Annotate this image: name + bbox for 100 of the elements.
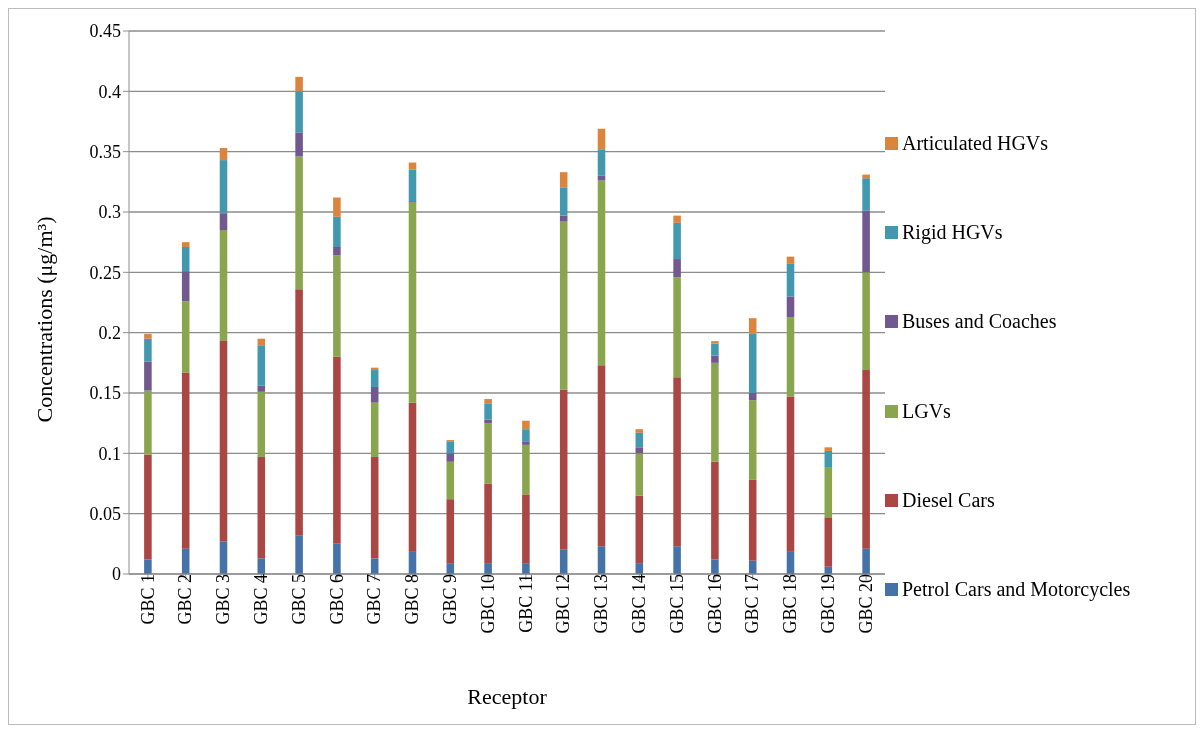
bar	[522, 494, 530, 564]
bar	[484, 563, 492, 574]
bar	[181, 372, 190, 549]
bar	[333, 216, 341, 247]
bar	[862, 548, 870, 574]
bar	[786, 263, 795, 297]
legend-label: Articulated HGVs	[902, 131, 1049, 155]
bar	[711, 461, 719, 560]
bar	[446, 453, 455, 462]
bar	[522, 429, 530, 442]
bar	[484, 483, 492, 564]
bar	[181, 271, 190, 302]
bar	[559, 172, 568, 188]
bar	[673, 222, 681, 260]
bar	[408, 169, 417, 202]
bar	[635, 432, 644, 448]
bar	[862, 178, 870, 211]
x-tick-label: GBC 12	[553, 574, 574, 634]
bar	[711, 355, 719, 363]
bar	[824, 450, 833, 468]
bar	[370, 402, 379, 457]
x-tick-label: GBC 2	[175, 574, 196, 625]
x-tick-label: GBC 15	[666, 574, 687, 634]
bar	[370, 370, 379, 387]
bar	[295, 535, 303, 574]
y-tick-label: 0.05	[89, 504, 121, 525]
bar	[144, 390, 152, 455]
bar	[597, 128, 606, 150]
legend-label: Diesel Cars	[902, 489, 995, 513]
bar	[446, 441, 455, 454]
legend-label: Petrol Cars and Motorcycles	[902, 578, 1131, 602]
bar	[522, 563, 530, 574]
bar	[257, 385, 266, 392]
bar	[597, 546, 606, 574]
bar	[295, 156, 303, 290]
x-tick-label: GBC 7	[364, 574, 385, 625]
bar	[597, 180, 606, 366]
bar	[522, 444, 530, 495]
bar	[219, 160, 228, 214]
bar	[144, 454, 152, 560]
bar	[559, 389, 568, 550]
x-tick-label: GBC 19	[818, 574, 839, 634]
bar	[824, 517, 833, 567]
bar	[144, 333, 152, 339]
y-tick-label: 0.25	[89, 262, 121, 283]
x-tick-label: GBC 3	[213, 574, 234, 625]
y-tick-label: 0.2	[98, 323, 121, 344]
bar	[559, 187, 568, 216]
bar	[673, 215, 681, 223]
bar	[295, 76, 303, 92]
bar	[333, 356, 341, 544]
bar	[295, 132, 303, 157]
bar	[408, 202, 417, 403]
y-tick-label: 0.1	[98, 443, 121, 464]
x-tick-label: GBC 14	[629, 574, 650, 634]
x-tick-label: GBC 4	[251, 574, 272, 625]
y-axis-title: Concentrations (μg/m³)	[31, 216, 57, 423]
x-tick-label: GBC 16	[704, 574, 725, 634]
bar	[522, 441, 530, 445]
bar	[635, 495, 644, 564]
bar	[711, 362, 719, 462]
bar	[181, 301, 190, 373]
bar	[862, 272, 870, 371]
bar	[824, 447, 833, 451]
bar	[370, 456, 379, 559]
bar	[181, 242, 190, 247]
bar	[635, 453, 644, 496]
bar	[748, 479, 757, 561]
y-tick-label: 0.4	[98, 81, 121, 102]
bar	[484, 403, 492, 420]
x-tick-label: GBC 1	[137, 574, 158, 625]
y-tick-label: 0	[112, 564, 121, 585]
x-axis-title: Receptor	[467, 684, 548, 709]
bar	[333, 197, 341, 217]
bar	[862, 370, 870, 549]
legend-label: Rigid HGVs	[902, 220, 1003, 244]
bar	[786, 316, 795, 397]
x-tick-label: GBC 8	[402, 574, 423, 625]
x-tick-label: GBC 13	[591, 574, 612, 634]
bar	[446, 499, 455, 564]
bar	[711, 341, 719, 344]
bar	[711, 343, 719, 356]
bar	[559, 215, 568, 222]
bar	[295, 91, 303, 133]
bar	[257, 345, 266, 386]
bar	[370, 386, 379, 403]
y-tick-label: 0.15	[89, 383, 121, 404]
bar	[484, 423, 492, 484]
x-tick-label: GBC 18	[780, 574, 801, 634]
bar	[786, 396, 795, 552]
bar	[862, 210, 870, 273]
bar	[786, 296, 795, 317]
x-tick-label: GBC 11	[515, 574, 536, 633]
bar	[333, 246, 341, 256]
bar	[824, 467, 833, 518]
bar	[144, 559, 152, 574]
bar	[597, 365, 606, 547]
bar	[219, 213, 228, 231]
bar	[333, 543, 341, 574]
y-tick-label: 0.3	[98, 202, 121, 223]
